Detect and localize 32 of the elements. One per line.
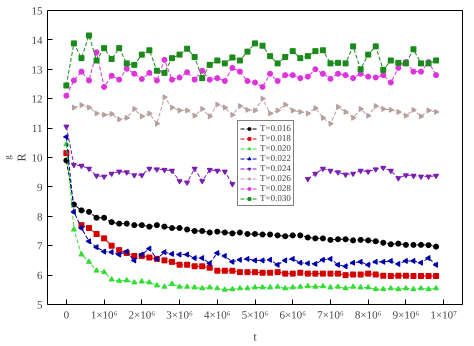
legend-label: T=0.026 <box>260 173 291 183</box>
legend-label: T=0.018 <box>260 133 291 143</box>
legend-label: T=0.020 <box>260 143 291 153</box>
y-tick-label: 13 <box>32 64 43 76</box>
y-tick-label: 10 <box>32 152 43 164</box>
x-tick-label: 2×10⁶ <box>128 310 156 322</box>
y-tick-label: 15 <box>32 6 43 18</box>
legend-label: T=0.030 <box>260 193 291 203</box>
x-tick-label: 1×10⁶ <box>90 310 118 322</box>
x-tick-label: 3×10⁶ <box>166 310 193 322</box>
y-tick-label: 11 <box>32 123 42 136</box>
y-tick-label: 6 <box>37 270 43 282</box>
y-tick-label: 8 <box>37 211 43 224</box>
y-tick-label: 7 <box>37 240 43 253</box>
x-tick-label: 5×10⁶ <box>242 310 268 322</box>
x-tick-label: 1×10⁷ <box>430 310 458 322</box>
legend-label: T=0.024 <box>260 163 291 173</box>
y-tick-label: 14 <box>32 34 43 47</box>
x-tick-label: 0 <box>64 310 70 322</box>
legend-label: T=0.022 <box>260 153 291 163</box>
x-axis-title: t <box>253 330 258 344</box>
x-tick-label: 7×10⁶ <box>317 310 344 322</box>
x-tick-label: 8×10⁶ <box>354 310 382 322</box>
x-tick-label: 4×10⁶ <box>204 310 231 322</box>
legend-label: T=0.028 <box>260 183 291 193</box>
y-axis-title: Rg <box>2 153 28 162</box>
legend-label: T=0.016 <box>260 123 291 133</box>
x-tick-label: 6×10⁶ <box>279 310 306 322</box>
y-tick-label: 9 <box>37 182 43 194</box>
x-tick-label: 9×10⁶ <box>392 310 420 322</box>
y-tick-label: 12 <box>32 94 42 106</box>
y-tick-label: 5 <box>37 300 43 312</box>
